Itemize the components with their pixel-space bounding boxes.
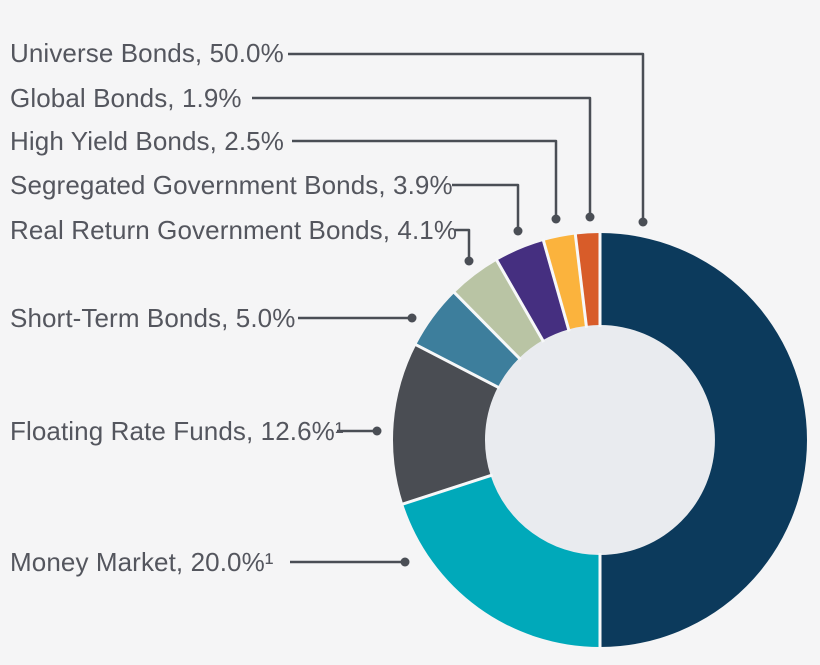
slice-separator [400, 473, 493, 507]
label-money-market: Money Market, 20.0%¹ [10, 547, 274, 577]
label-real-return-government-bonds: Real Return Government Bonds, 4.1% [10, 215, 458, 245]
label-floating-rate-funds: Floating Rate Funds, 12.6%¹ [10, 416, 344, 446]
leader-dot [638, 217, 648, 227]
pie-slice-universe-bonds [600, 233, 807, 647]
leader-dot [585, 212, 595, 222]
leader-dot [372, 426, 382, 436]
label-segregated-government-bonds: Segregated Government Bonds, 3.9% [10, 170, 453, 200]
pie-slice-floating-rate-funds [393, 344, 498, 504]
leader-line [452, 183, 520, 231]
leader-line [455, 228, 471, 261]
pie-slice-real-return-government-bonds [454, 260, 543, 359]
leader-line [292, 139, 558, 219]
leader-dot [464, 256, 474, 266]
leader-dot [551, 214, 561, 224]
leader-line [252, 96, 592, 217]
pie-slice-high-yield-bonds [543, 234, 587, 330]
slice-separator [573, 232, 589, 328]
label-high-yield-bonds: High Yield Bonds, 2.5% [10, 126, 284, 156]
label-short-term-bonds: Short-Term Bonds, 5.0% [10, 303, 296, 333]
leader-dot [400, 557, 410, 567]
label-universe-bonds: Universe Bonds, 50.0% [10, 38, 284, 68]
pie-slice-segregated-government-bonds [496, 240, 569, 341]
pie-slice-global-bonds [575, 233, 600, 326]
slice-separator [452, 290, 522, 361]
pie-slice-money-market [403, 475, 600, 647]
label-global-bonds: Global Bonds, 1.9% [10, 83, 242, 113]
slice-separator [413, 342, 501, 390]
pie-slice-short-term-bonds [416, 292, 520, 388]
slice-separator [494, 258, 546, 343]
leader-dot [407, 313, 417, 323]
slice-separator [541, 238, 571, 332]
leader-dot [513, 226, 523, 236]
donut-hole [485, 325, 715, 555]
leader-line [288, 52, 645, 222]
